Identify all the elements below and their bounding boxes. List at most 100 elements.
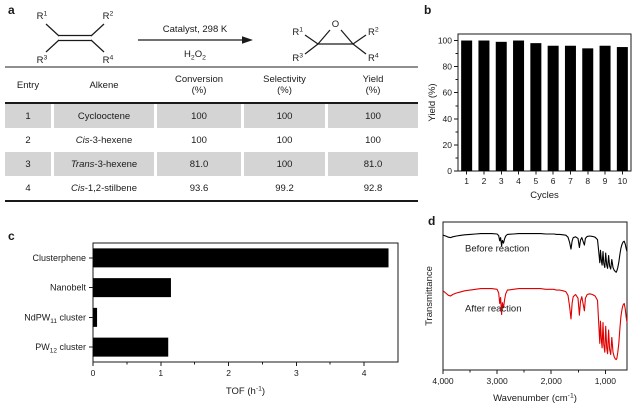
conditions-bottom: H2O2 [184,49,206,62]
panel-a-label: a [8,3,15,17]
series-label: Before reaction [465,243,529,254]
conditions-top: Catalyst, 298 K [163,24,228,35]
conversion-cell: 81.0 [157,152,241,176]
x-tick-label: 6 [551,176,556,186]
panel-d-label: d [428,214,436,228]
entry-cell: 4 [25,182,31,194]
x-tick-label: 2,000 [541,376,563,386]
y-axis-title: Yield (%) [427,83,438,121]
cycles-bar-chart: 0 20 40 60 80 100 1 2 3 4 5 6 7 8 9 10 Cycles Yield (%) [427,33,632,201]
x-tick-label: 3 [499,176,504,186]
yield-bar [513,40,525,172]
alkene-cell: Trans -3-hexene [54,152,154,176]
yield-cell: 100 [328,104,418,128]
y-tick-label: 20 [443,140,453,150]
yield-cell: 100 [365,134,381,146]
x-tick-label: 4,000 [432,376,454,386]
header-rule [5,102,418,104]
ir-spectra-chart: 4,000 3,000 2,000 1,000 Before reaction After… [424,221,628,405]
r2-label: R2 [103,11,114,23]
x-axis-title: Wavenumber (cm-1) [493,393,577,405]
product-r2-label: R2 [368,27,379,39]
panel-b-label: b [424,3,432,17]
col-header-4: Yield (%) [362,74,384,96]
x-tick-label: 1 [158,368,163,378]
col-header-2: Conversion (%) [174,74,224,96]
category-label: NdPW11 cluster [24,312,86,325]
x-tick-label: 0 [91,368,96,378]
results-table: Entry Alkene Conversion (%) Selectivity (%) Yi… [5,66,418,202]
yield-bar [461,40,473,172]
conversion-cell: 93.6 [189,182,209,194]
table-row: 2 Cis -3-hexene 100 100 100 [5,128,418,152]
x-tick-label: 4 [516,176,521,186]
selectivity-cell: 100 [244,152,325,176]
table-top-rule [5,66,418,68]
r4-label: R4 [103,55,114,67]
tof-bar [93,337,169,357]
x-tick-label: 3,000 [486,376,508,386]
selectivity-cell: 100 [244,104,325,128]
spectrum-line [442,233,628,273]
yield-bar [530,43,542,171]
entry-cell: 2 [25,134,31,146]
selectivity-cell: 100 [276,134,293,146]
col-header-1: Alkene [89,79,119,91]
y-tick-label: 60 [443,88,453,98]
tof-bar [93,278,171,298]
alkene-cell: Cis -3-hexene [75,134,133,146]
reaction-scheme: R1 R2 R3 R4 Catalyst, 298 K H2O2 O R1 R2 R3 R4 [37,11,379,67]
yield-bar [495,41,507,172]
x-tick-label: 8 [585,176,590,186]
product-r3-label: R3 [292,53,303,65]
y-tick-label: 100 [438,36,452,46]
x-tick-label: 1,000 [595,376,617,386]
entry-cell: 1 [5,104,51,128]
r3-label: R3 [37,55,48,67]
y-tick-label: 80 [443,62,453,72]
category-label: Nanobelt [50,283,87,293]
conversion-cell: 100 [191,134,207,146]
tof-bar-chart: 0 1 2 3 4 Clusterphene Nanobelt NdPW11 cluster P… [24,242,399,398]
series-label: After reaction [465,304,522,315]
x-axis-title: TOF (h-1) [226,386,265,398]
x-tick-label: 2 [226,368,231,378]
r1-label: R1 [37,11,48,23]
category-label: PW12 cluster [35,342,86,355]
yield-cell: 81.0 [328,152,418,176]
yield-bar [582,48,594,171]
x-tick-label: 7 [568,176,573,186]
table-bottom-rule [5,200,418,202]
yield-bar [478,40,490,172]
table-row: 1 Cyclooctene 100 100 100 [5,104,418,128]
x-tick-label: 5 [533,176,538,186]
x-tick-label: 1 [464,176,469,186]
x-tick-label: 3 [294,368,299,378]
x-tick-label: 4 [362,368,367,378]
tof-bar [93,248,389,268]
category-label: Clusterphene [32,253,86,263]
yield-bar [599,45,611,171]
selectivity-cell: 99.2 [275,182,294,194]
oxygen-label: O [332,19,339,30]
yield-bar [564,45,576,171]
x-axis-title: Cycles [530,190,559,201]
tof-bar [93,307,98,327]
y-axis-title: Transmittance [424,266,435,326]
x-tick-label: 2 [482,176,487,186]
yield-cell: 92.8 [363,182,383,194]
x-tick-label: 9 [603,176,608,186]
y-tick-label: 0 [447,166,452,176]
table-row: 3 Trans -3-hexene 81.0 100 81.0 [5,152,418,176]
y-tick-label: 40 [443,114,453,124]
spectrum-line [442,288,628,361]
table-row: 4 Cis -1,2-stilbene 93.6 99.2 92.8 [5,176,418,200]
conversion-cell: 100 [157,104,241,128]
product-r4-label: R4 [368,53,379,65]
panel-c-label: c [8,229,15,243]
yield-bar [616,47,628,171]
product-r1-label: R1 [292,27,303,39]
alkene-cell: Cis -1,2-stilbene [70,182,137,194]
yield-bar [547,45,559,171]
